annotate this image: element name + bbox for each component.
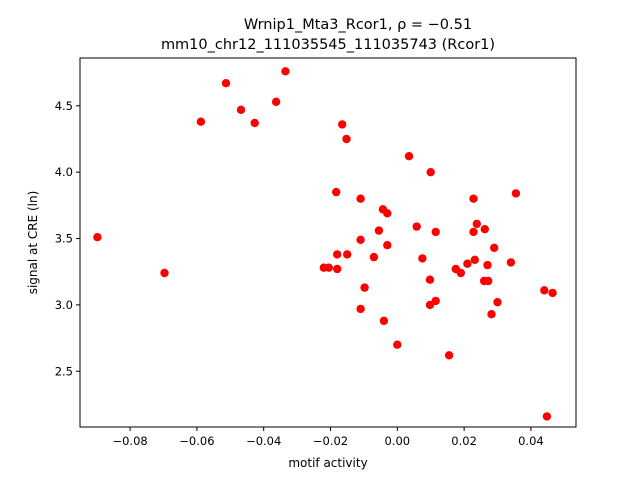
x-tick-label: −0.06 <box>179 434 214 448</box>
data-point-2 <box>196 117 206 126</box>
data-point-33 <box>431 227 440 237</box>
chart-title-line-2: mm10_chr12_111035545_111035743 (Rcor1) <box>161 37 495 53</box>
data-point-47 <box>487 310 496 319</box>
data-point-18 <box>356 304 365 314</box>
data-point-13 <box>338 120 347 129</box>
y-axis-label: signal at CRE (ln) <box>26 191 40 295</box>
x-tick-label: 0.04 <box>518 434 544 448</box>
y-tick-label: 3.5 <box>55 232 73 246</box>
data-point-28 <box>412 222 421 231</box>
x-tick-label: 0.02 <box>451 434 477 448</box>
data-point-27 <box>404 152 414 161</box>
x-tick-label: 0.00 <box>385 434 411 448</box>
y-tick-label: 4.0 <box>55 165 73 179</box>
data-point-37 <box>456 268 465 278</box>
x-axis-label: motif activity <box>288 456 367 470</box>
data-point-39 <box>469 194 478 203</box>
data-point-12 <box>333 264 342 274</box>
x-axis: −0.08 −0.06 −0.04 −0.02 0.00 0.02 0.04 <box>112 427 544 448</box>
data-point-10 <box>332 187 341 197</box>
data-point-29 <box>418 254 427 263</box>
data-point-43 <box>480 225 489 234</box>
data-point-41 <box>470 255 479 264</box>
data-point-54 <box>548 288 557 298</box>
data-point-21 <box>374 226 384 235</box>
data-point-50 <box>506 258 516 267</box>
x-tick-label: −0.08 <box>112 434 147 448</box>
data-point-20 <box>369 252 379 262</box>
data-point-4 <box>236 105 246 115</box>
data-point-53 <box>542 412 552 421</box>
data-point-1 <box>160 268 169 278</box>
data-point-5 <box>250 118 259 128</box>
data-point-40 <box>469 227 478 237</box>
x-tick-label: −0.04 <box>246 434 281 448</box>
data-point-35 <box>444 351 454 360</box>
data-point-9 <box>324 263 333 272</box>
plot-frame <box>79 57 577 428</box>
y-axis: 2.5 3.0 3.5 4.0 4.5 <box>55 99 80 378</box>
x-tick-label: −0.02 <box>313 434 348 448</box>
data-point-15 <box>343 250 352 259</box>
data-point-7 <box>281 67 290 76</box>
data-point-25 <box>383 241 392 250</box>
data-point-46 <box>484 276 493 286</box>
data-point-30 <box>426 168 435 177</box>
data-point-49 <box>493 298 502 307</box>
data-point-52 <box>540 286 549 295</box>
data-point-31 <box>425 275 435 284</box>
data-point-23 <box>379 316 389 325</box>
data-point-14 <box>342 134 351 144</box>
data-point-34 <box>431 296 440 306</box>
data-point-11 <box>333 250 342 259</box>
data-point-6 <box>271 97 281 107</box>
data-point-0 <box>93 233 102 242</box>
y-tick-label: 2.5 <box>55 364 73 378</box>
data-point-51 <box>511 189 521 198</box>
data-point-3 <box>221 79 231 88</box>
data-point-26 <box>393 340 402 349</box>
data-point-45 <box>483 260 492 270</box>
chart-title-line-1: Wrnip1_Mta3_Rcor1, ρ = −0.51 <box>244 17 472 33</box>
y-tick-label: 4.5 <box>55 99 73 113</box>
y-tick-label: 3.0 <box>55 298 73 312</box>
data-point-16 <box>356 194 365 203</box>
data-point-24 <box>383 209 392 218</box>
points-layer <box>93 67 557 421</box>
data-point-38 <box>463 259 472 268</box>
data-point-48 <box>490 243 499 252</box>
data-point-17 <box>356 235 365 244</box>
data-point-19 <box>360 283 369 292</box>
data-point-42 <box>472 219 481 229</box>
